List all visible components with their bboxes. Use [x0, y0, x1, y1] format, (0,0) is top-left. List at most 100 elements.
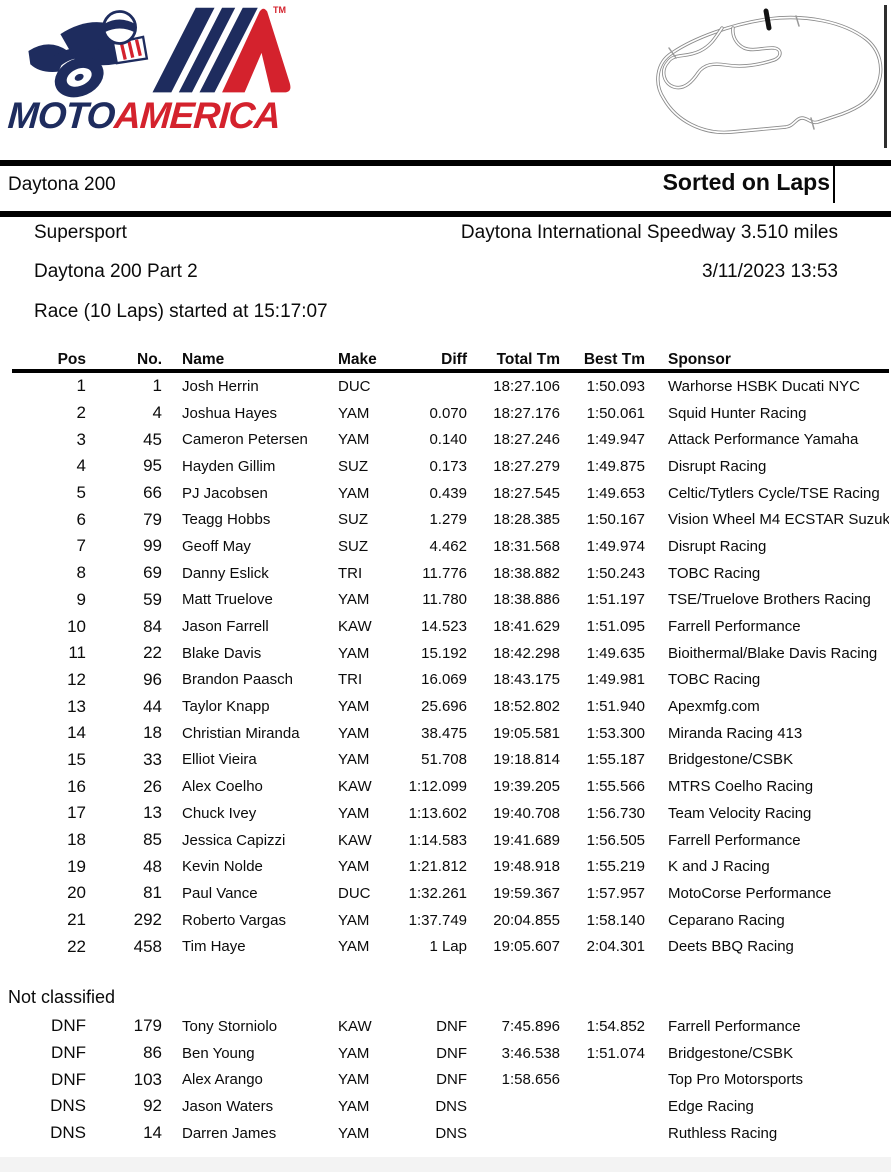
cell-sponsor: MTRS Coelho Racing	[668, 778, 814, 796]
cell-name: Christian Miranda	[182, 724, 300, 742]
cell-total-tm	[467, 1120, 560, 1147]
cell-sponsor: Farrell Performance	[668, 1017, 801, 1035]
cell-sponsor: Celtic/Tytlers Cycle/TSE Racing	[668, 484, 880, 502]
cell-name: Danny Eslick	[182, 564, 269, 582]
col-header-make: Make	[338, 351, 377, 368]
cell-best-tm: 1:49.974	[586, 537, 645, 555]
cell-total-tm: 18:43.175	[493, 671, 560, 689]
cell-sponsor: K and J Racing	[668, 858, 770, 876]
cell-diff: 4.462	[429, 537, 467, 555]
cell-diff: 1.279	[429, 511, 467, 529]
cell-no: 4	[152, 403, 162, 423]
cell-total-tm: 19:05.607	[493, 938, 560, 956]
col-header-total-tm: Total Tm	[496, 351, 560, 368]
cell-pos: 14	[67, 723, 86, 743]
cell-name: Alex Arango	[182, 1071, 263, 1089]
cell-make: YAM	[338, 1097, 370, 1115]
result-row: DNS 92 Jason Waters YAM DNS Edge Racing	[12, 1093, 889, 1120]
cell-diff: 1:14.583	[408, 831, 467, 849]
cell-sponsor: TSE/Truelove Brothers Racing	[668, 591, 871, 609]
cell-no: 26	[143, 776, 162, 796]
info-line-class-venue: Supersport Daytona International Speedwa…	[34, 222, 838, 244]
cell-make: YAM	[338, 724, 370, 742]
cell-make: YAM	[338, 431, 370, 449]
cell-sponsor: Bridgestone/CSBK	[668, 751, 794, 769]
cell-no: 33	[143, 749, 162, 769]
cell-pos: 6	[76, 509, 86, 529]
cell-no: 84	[143, 616, 162, 636]
cell-total-tm: 18:27.545	[493, 484, 560, 502]
result-row: 12 96 Brandon Paasch TRI 16.069 18:43.17…	[12, 667, 889, 694]
cell-make: YAM	[338, 484, 370, 502]
cell-no: 96	[143, 669, 162, 689]
cell-best-tm	[560, 1093, 645, 1120]
cell-pos: 5	[76, 483, 86, 503]
cell-best-tm	[560, 1120, 645, 1147]
cell-diff: 51.708	[421, 751, 467, 769]
not-classified-table: DNF 179 Tony Storniolo KAW DNF 7:45.896 …	[12, 1013, 889, 1146]
cell-name: Taylor Knapp	[182, 698, 270, 716]
cell-best-tm: 1:55.187	[586, 751, 645, 769]
cell-best-tm: 1:55.566	[586, 778, 645, 796]
cell-total-tm: 7:45.896	[501, 1017, 560, 1035]
result-row: 1 1 Josh Herrin DUC 18:27.106 1:50.093 W…	[12, 371, 889, 400]
col-header-no: No.	[137, 351, 162, 368]
cell-name: Blake Davis	[182, 644, 262, 662]
cell-best-tm: 1:51.074	[586, 1044, 645, 1062]
result-row: 21 292 Roberto Vargas YAM 1:37.749 20:04…	[12, 907, 889, 934]
cell-pos: 8	[76, 563, 86, 583]
cell-total-tm: 19:18.814	[493, 751, 560, 769]
cell-no: 66	[143, 483, 162, 503]
cell-sponsor: TOBC Racing	[668, 564, 761, 582]
result-row: 10 84 Jason Farrell KAW 14.523 18:41.629…	[12, 613, 889, 640]
col-header-best-tm: Best Tm	[583, 351, 645, 368]
cell-make: YAM	[338, 591, 370, 609]
cell-best-tm: 1:56.730	[586, 804, 645, 822]
motoamerica-rider-icon	[28, 7, 291, 98]
cell-best-tm: 1:50.167	[586, 511, 645, 529]
cell-pos: 1	[76, 376, 86, 396]
cell-sponsor: Attack Performance Yamaha	[668, 431, 859, 449]
cell-diff	[398, 371, 467, 400]
cell-sponsor: Farrell Performance	[668, 831, 801, 849]
cell-make: SUZ	[338, 537, 368, 555]
cell-no: 44	[143, 696, 162, 716]
cell-pos: 3	[76, 429, 86, 449]
cell-make: SUZ	[338, 511, 368, 529]
cell-best-tm: 1:53.300	[586, 724, 645, 742]
cell-total-tm: 18:52.802	[493, 698, 560, 716]
cell-make: DUC	[338, 377, 371, 395]
cell-make: YAM	[338, 1071, 370, 1089]
cell-total-tm: 19:48.918	[493, 858, 560, 876]
cell-sponsor: Miranda Racing 413	[668, 724, 803, 742]
cell-best-tm: 1:49.981	[586, 671, 645, 689]
result-row: DNS 14 Darren James YAM DNS Ruthless Rac…	[12, 1120, 889, 1147]
cell-pos: 10	[67, 616, 86, 636]
cell-pos: 11	[68, 643, 86, 663]
cell-name: Kevin Nolde	[182, 858, 263, 876]
cell-best-tm: 1:49.875	[586, 457, 645, 475]
motoamerica-logo	[10, 4, 295, 98]
cell-diff: 11.776	[422, 564, 467, 582]
cell-no: 95	[143, 456, 162, 476]
cell-sponsor: Apexmfg.com	[668, 698, 760, 716]
cell-sponsor: Bioithermal/Blake Davis Racing	[668, 644, 878, 662]
result-row: 4 95 Hayden Gillim SUZ 0.173 18:27.279 1…	[12, 453, 889, 480]
cell-make: DUC	[338, 884, 371, 902]
col-header-diff: Diff	[441, 351, 467, 368]
cell-diff: DNF	[436, 1017, 467, 1035]
cell-total-tm: 18:27.279	[493, 457, 560, 475]
info-line-session-date: Daytona 200 Part 2 3/11/2023 13:53	[34, 261, 838, 283]
cell-diff: DNS	[435, 1097, 467, 1115]
cell-name: Joshua Hayes	[182, 404, 278, 422]
cell-pos: DNS	[50, 1096, 86, 1116]
cell-sponsor: Ceparano Racing	[668, 911, 785, 929]
cell-total-tm: 3:46.538	[501, 1044, 560, 1062]
cell-make: KAW	[338, 831, 372, 849]
cell-name: Jessica Capizzi	[182, 831, 286, 849]
cell-diff: DNF	[436, 1071, 467, 1089]
cell-name: Jason Waters	[182, 1097, 274, 1115]
result-row: 22 458 Tim Haye YAM 1 Lap 19:05.607 2:04…	[12, 933, 889, 960]
cell-best-tm: 2:04.301	[586, 938, 645, 956]
cell-sponsor: Farrell Performance	[668, 618, 801, 636]
